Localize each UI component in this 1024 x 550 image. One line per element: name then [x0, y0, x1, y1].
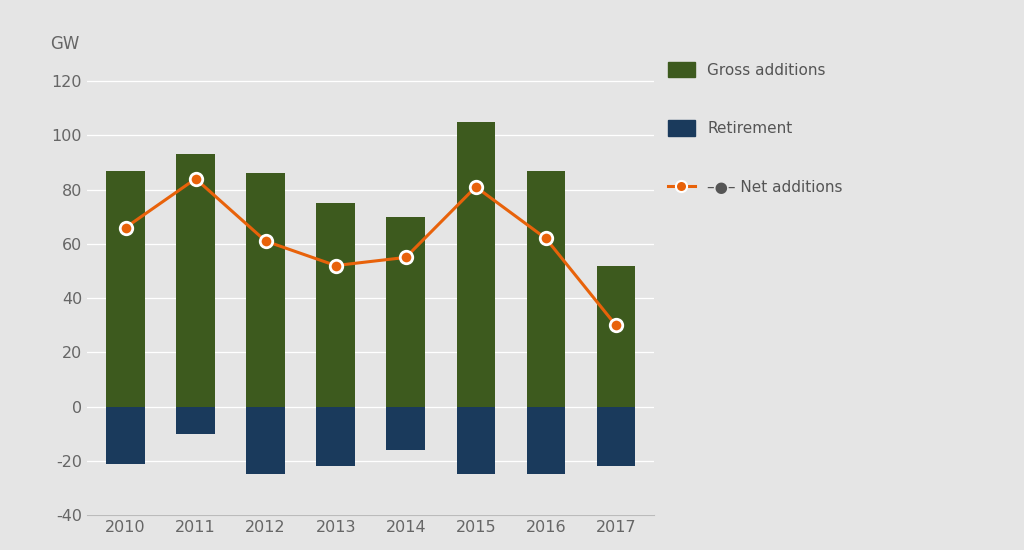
Bar: [526, 406, 565, 475]
Bar: [316, 406, 355, 466]
Bar: [597, 266, 635, 406]
Text: GW: GW: [50, 36, 80, 53]
Bar: [457, 122, 495, 406]
Bar: [526, 170, 565, 406]
Bar: [386, 217, 425, 406]
Bar: [386, 406, 425, 450]
Bar: [176, 155, 215, 406]
Bar: [316, 203, 355, 406]
Bar: [457, 406, 495, 475]
Bar: [106, 406, 144, 464]
Legend: Gross additions, Retirement, –●– Net additions: Gross additions, Retirement, –●– Net add…: [668, 62, 843, 195]
Bar: [106, 170, 144, 406]
Bar: [247, 173, 285, 406]
Bar: [597, 406, 635, 466]
Bar: [176, 406, 215, 434]
Bar: [247, 406, 285, 475]
